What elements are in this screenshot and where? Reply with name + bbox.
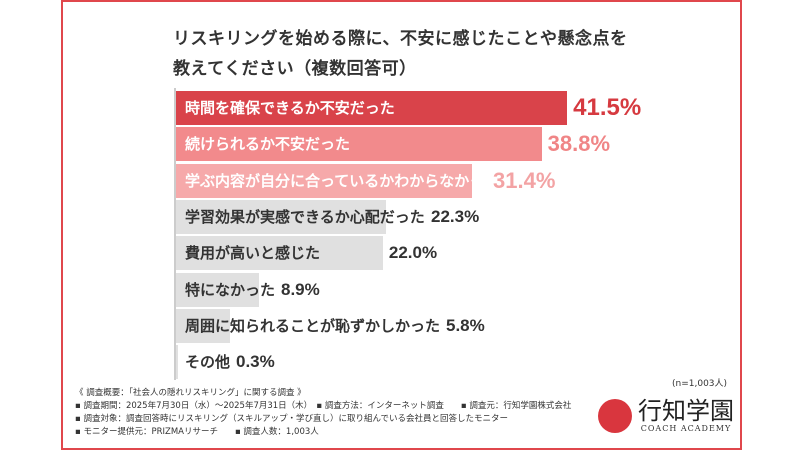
bar (175, 236, 383, 271)
frame-border (61, 0, 742, 450)
category-label: 続けられるか不安だった (185, 135, 351, 154)
sample-size: (n=1,003人) (672, 379, 728, 389)
note-line: ▪ 調査期間：2025年7月30日（水）～2025年7月31日（木） ▪ 調査方… (75, 401, 572, 411)
chart-title: リスキリングを始める際に、不安に感じたことや懸念点を 教えてください（複数回答可… (173, 24, 628, 84)
value-label: 8.9% (281, 279, 320, 299)
bar (175, 272, 260, 307)
bar (175, 199, 386, 234)
note-line: 《 調査概要：「社会人の隠れリスキリング」に関する調査 》 (75, 388, 306, 398)
axis-line (174, 88, 176, 380)
category-label: 周囲に知られることが恥ずかしかった (185, 316, 441, 335)
category-label: 時間を確保できるか不安だった (185, 99, 395, 117)
logo-name: 行知学園 (638, 397, 734, 425)
title-line-1: リスキリングを始める際に、不安に感じたことや懸念点を (173, 29, 628, 49)
bar (175, 163, 472, 198)
category-label: 費用が高いと感じた (185, 244, 321, 263)
bar (175, 345, 178, 380)
bar (175, 308, 230, 343)
value-label: 22.0% (388, 243, 438, 263)
value-label: 38.8% (547, 131, 611, 157)
value-label: 0.3% (236, 352, 275, 372)
value-label: 41.5% (573, 94, 642, 121)
note-line: ▪ モニター提供元：PRIZMAリサーチ ▪ 調査人数：1,003人 (75, 427, 319, 437)
category-label: その他 (185, 353, 231, 372)
bar (175, 127, 542, 162)
logo-sub: COACH ACADEMY (640, 424, 732, 433)
value-label: 22.3% (431, 206, 480, 226)
bar (175, 91, 568, 125)
category-label: 特になかった (185, 280, 276, 299)
survey-notes: 《 調査概要：「社会人の隠れリスキリング」に関する調査 》 ▪ 調査期間：202… (75, 387, 571, 439)
title-line-2: 教えてください（複数回答可） (173, 59, 417, 79)
category-label: 学ぶ内容が自分に合っているかわからなかった (185, 171, 500, 190)
logo: 行知学園 COACH ACADEMY (598, 398, 734, 433)
note-line: ▪ 調査対象：調査回答時にリスキリング（スキルアップ・学び直し）に取り組んでいる… (75, 414, 509, 424)
value-label: 5.8% (446, 315, 485, 335)
category-label: 学習効果が実感できるか心配だった (185, 207, 425, 226)
value-label: 31.4% (493, 167, 556, 193)
tree-seal-icon (598, 398, 632, 433)
